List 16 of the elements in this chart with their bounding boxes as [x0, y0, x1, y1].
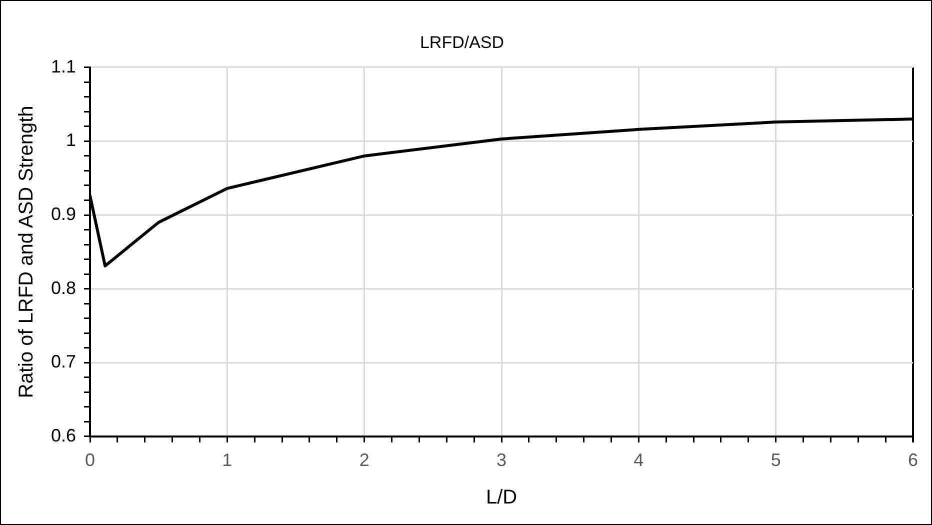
x-tick-label: 2 — [359, 450, 370, 470]
x-tick-label: 6 — [908, 450, 918, 470]
y-tick-label: 0.7 — [50, 352, 76, 372]
x-axis-title: L/D — [486, 486, 518, 509]
y-tick-label: 1.1 — [50, 56, 76, 76]
chart-title: LRFD/ASD — [420, 32, 504, 52]
x-tick-label: 5 — [770, 450, 781, 470]
x-tick-label: 4 — [634, 450, 644, 470]
y-tick-label: 0.6 — [50, 425, 76, 446]
y-tick-label: 1 — [66, 130, 76, 150]
x-tick-label: 3 — [496, 450, 507, 470]
y-tick-label: 0.8 — [50, 278, 76, 298]
y-tick-label: 0.9 — [50, 204, 76, 224]
x-tick-label: 0 — [85, 450, 96, 470]
y-axis-title: Ratio of LRFD and ASD Strength — [16, 106, 38, 398]
x-tick-label: 1 — [222, 450, 232, 470]
